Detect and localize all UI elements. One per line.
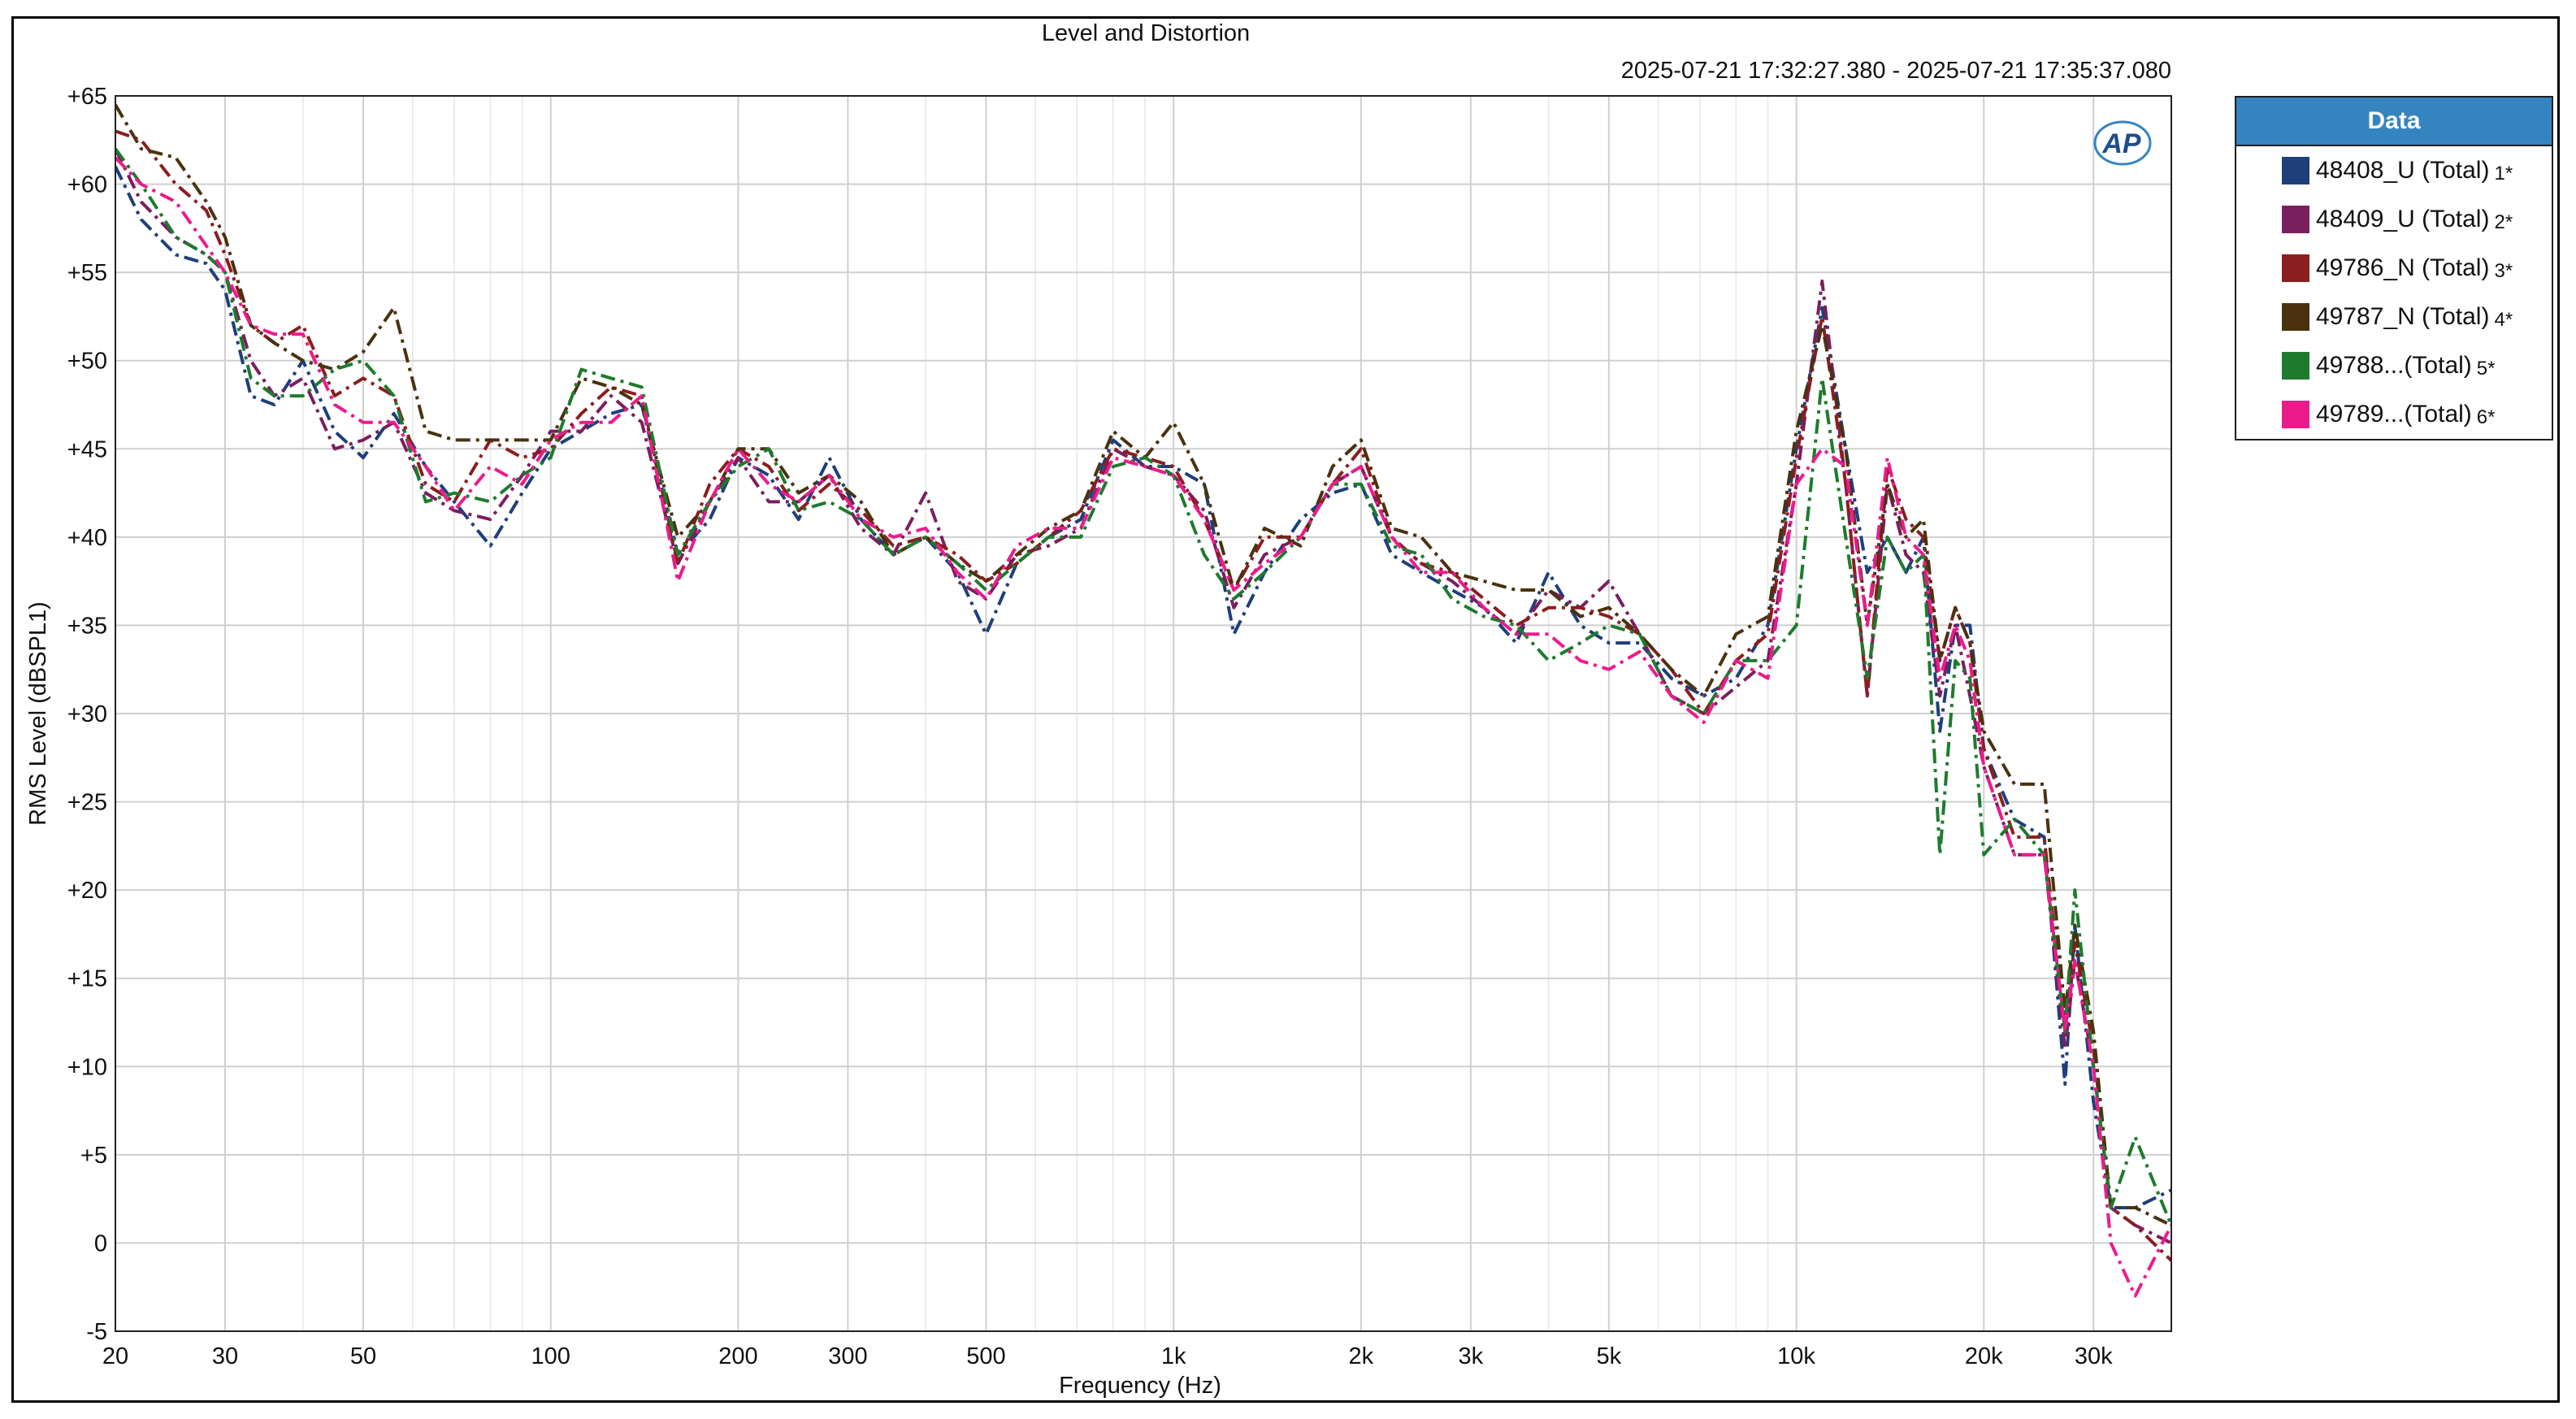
y-tick-label: +45 [67,436,107,462]
y-tick-label: +20 [67,878,107,904]
x-tick-label: 30 [212,1343,238,1369]
legend-item-1[interactable]: 48408_U (Total) 1* [2236,146,2552,195]
legend-label: 49788...(Total) [2316,352,2472,379]
y-tick-label: +40 [67,525,107,551]
y-tick-label: +10 [67,1054,107,1080]
legend-label: 49786_N (Total) [2316,254,2490,281]
legend-suffix: 1* [2494,163,2513,184]
y-tick-label: +60 [67,172,107,198]
legend-suffix: 4* [2494,309,2513,331]
y-tick-label: +15 [67,966,107,992]
y-tick-label: +25 [67,790,107,816]
chart-title: Level and Distortion [1042,20,1250,46]
legend-items: 48408_U (Total) 1* 48409_U (Total) 2* 49786_… [2236,146,2552,439]
legend-swatch [2282,401,2309,428]
series-line-3 [115,129,2171,1262]
plot-area-border [115,95,2172,1332]
x-tick-label: 300 [828,1343,867,1369]
legend-item-5[interactable]: 49788...(Total) 5* [2236,341,2552,390]
legend-suffix: 6* [2476,406,2496,428]
legend-label: 48409_U (Total) [2316,206,2490,232]
legend-swatch [2282,303,2309,331]
x-tick-label: 20 [102,1343,128,1369]
x-tick-label: 500 [966,1343,1005,1369]
x-axis-label: Frequency (Hz) [1059,1373,1221,1399]
y-tick-label: -5 [86,1319,107,1345]
y-tick-label: +5 [80,1143,107,1169]
x-tick-label: 5k [1597,1343,1622,1369]
y-tick-label: +30 [67,701,107,727]
x-tick-labels: 20 30 50 100 200 300 500 1k 2k 3k 5k 10k 20k 30k [102,1343,2113,1369]
y-tick-label: +55 [67,260,107,286]
legend: Data 48408_U (Total) 1* 48409_U (Total) 2* 4… [2235,96,2553,440]
legend-swatch [2282,206,2309,233]
x-tick-label: 200 [718,1343,757,1369]
ap-logo: AP [2093,120,2152,166]
y-tick-label: +65 [67,84,107,110]
y-tick-label: 0 [94,1230,107,1256]
y-axis-label: RMS Level (dBSPL1) [25,601,51,826]
x-tick-label: 30k [2075,1343,2113,1369]
x-tick-label: 100 [531,1343,570,1369]
legend-item-4[interactable]: 49787_N (Total) 4* [2236,293,2552,341]
legend-suffix: 5* [2476,358,2496,380]
legend-label: 49787_N (Total) [2316,303,2490,330]
x-tick-label: 2k [1349,1343,1374,1369]
legend-label: 48408_U (Total) [2316,157,2490,184]
major-grid [115,95,2171,1332]
legend-item-2[interactable]: 48409_U (Total) 2* [2236,195,2552,244]
svg-text:AP: AP [2101,128,2141,159]
legend-suffix: 3* [2494,260,2513,282]
series-line-2 [115,148,2171,1245]
legend-item-3[interactable]: 49786_N (Total) 3* [2236,244,2552,293]
x-tick-label: 10k [1777,1343,1815,1369]
y-tick-label: +35 [67,613,107,639]
series-layer [115,103,2171,1298]
legend-item-6[interactable]: 49789...(Total) 6* [2236,390,2552,439]
series-line-4 [115,103,2171,1227]
series-line-6 [115,156,2171,1298]
legend-suffix: 2* [2494,211,2513,233]
x-tick-label: 20k [1965,1343,2003,1369]
chart-subtitle: 2025-07-21 17:32:27.380 - 2025-07-21 17:… [1621,58,2171,84]
chart-frame [11,16,2560,1403]
y-tick-label: +50 [67,349,107,375]
legend-swatch [2282,157,2309,184]
x-tick-label: 1k [1161,1343,1186,1369]
legend-swatch [2282,254,2309,282]
y-tick-labels: +65+60+55+50+45+40+35+30+25+20+15+10+50-… [67,84,107,1345]
legend-title: Data [2236,98,2552,146]
legend-label: 49789...(Total) [2316,401,2472,427]
legend-swatch [2282,352,2309,380]
x-tick-label: 50 [350,1343,376,1369]
series-line-1 [115,166,2171,1209]
x-tick-label: 3k [1458,1343,1483,1369]
series-line-5 [115,147,2171,1226]
